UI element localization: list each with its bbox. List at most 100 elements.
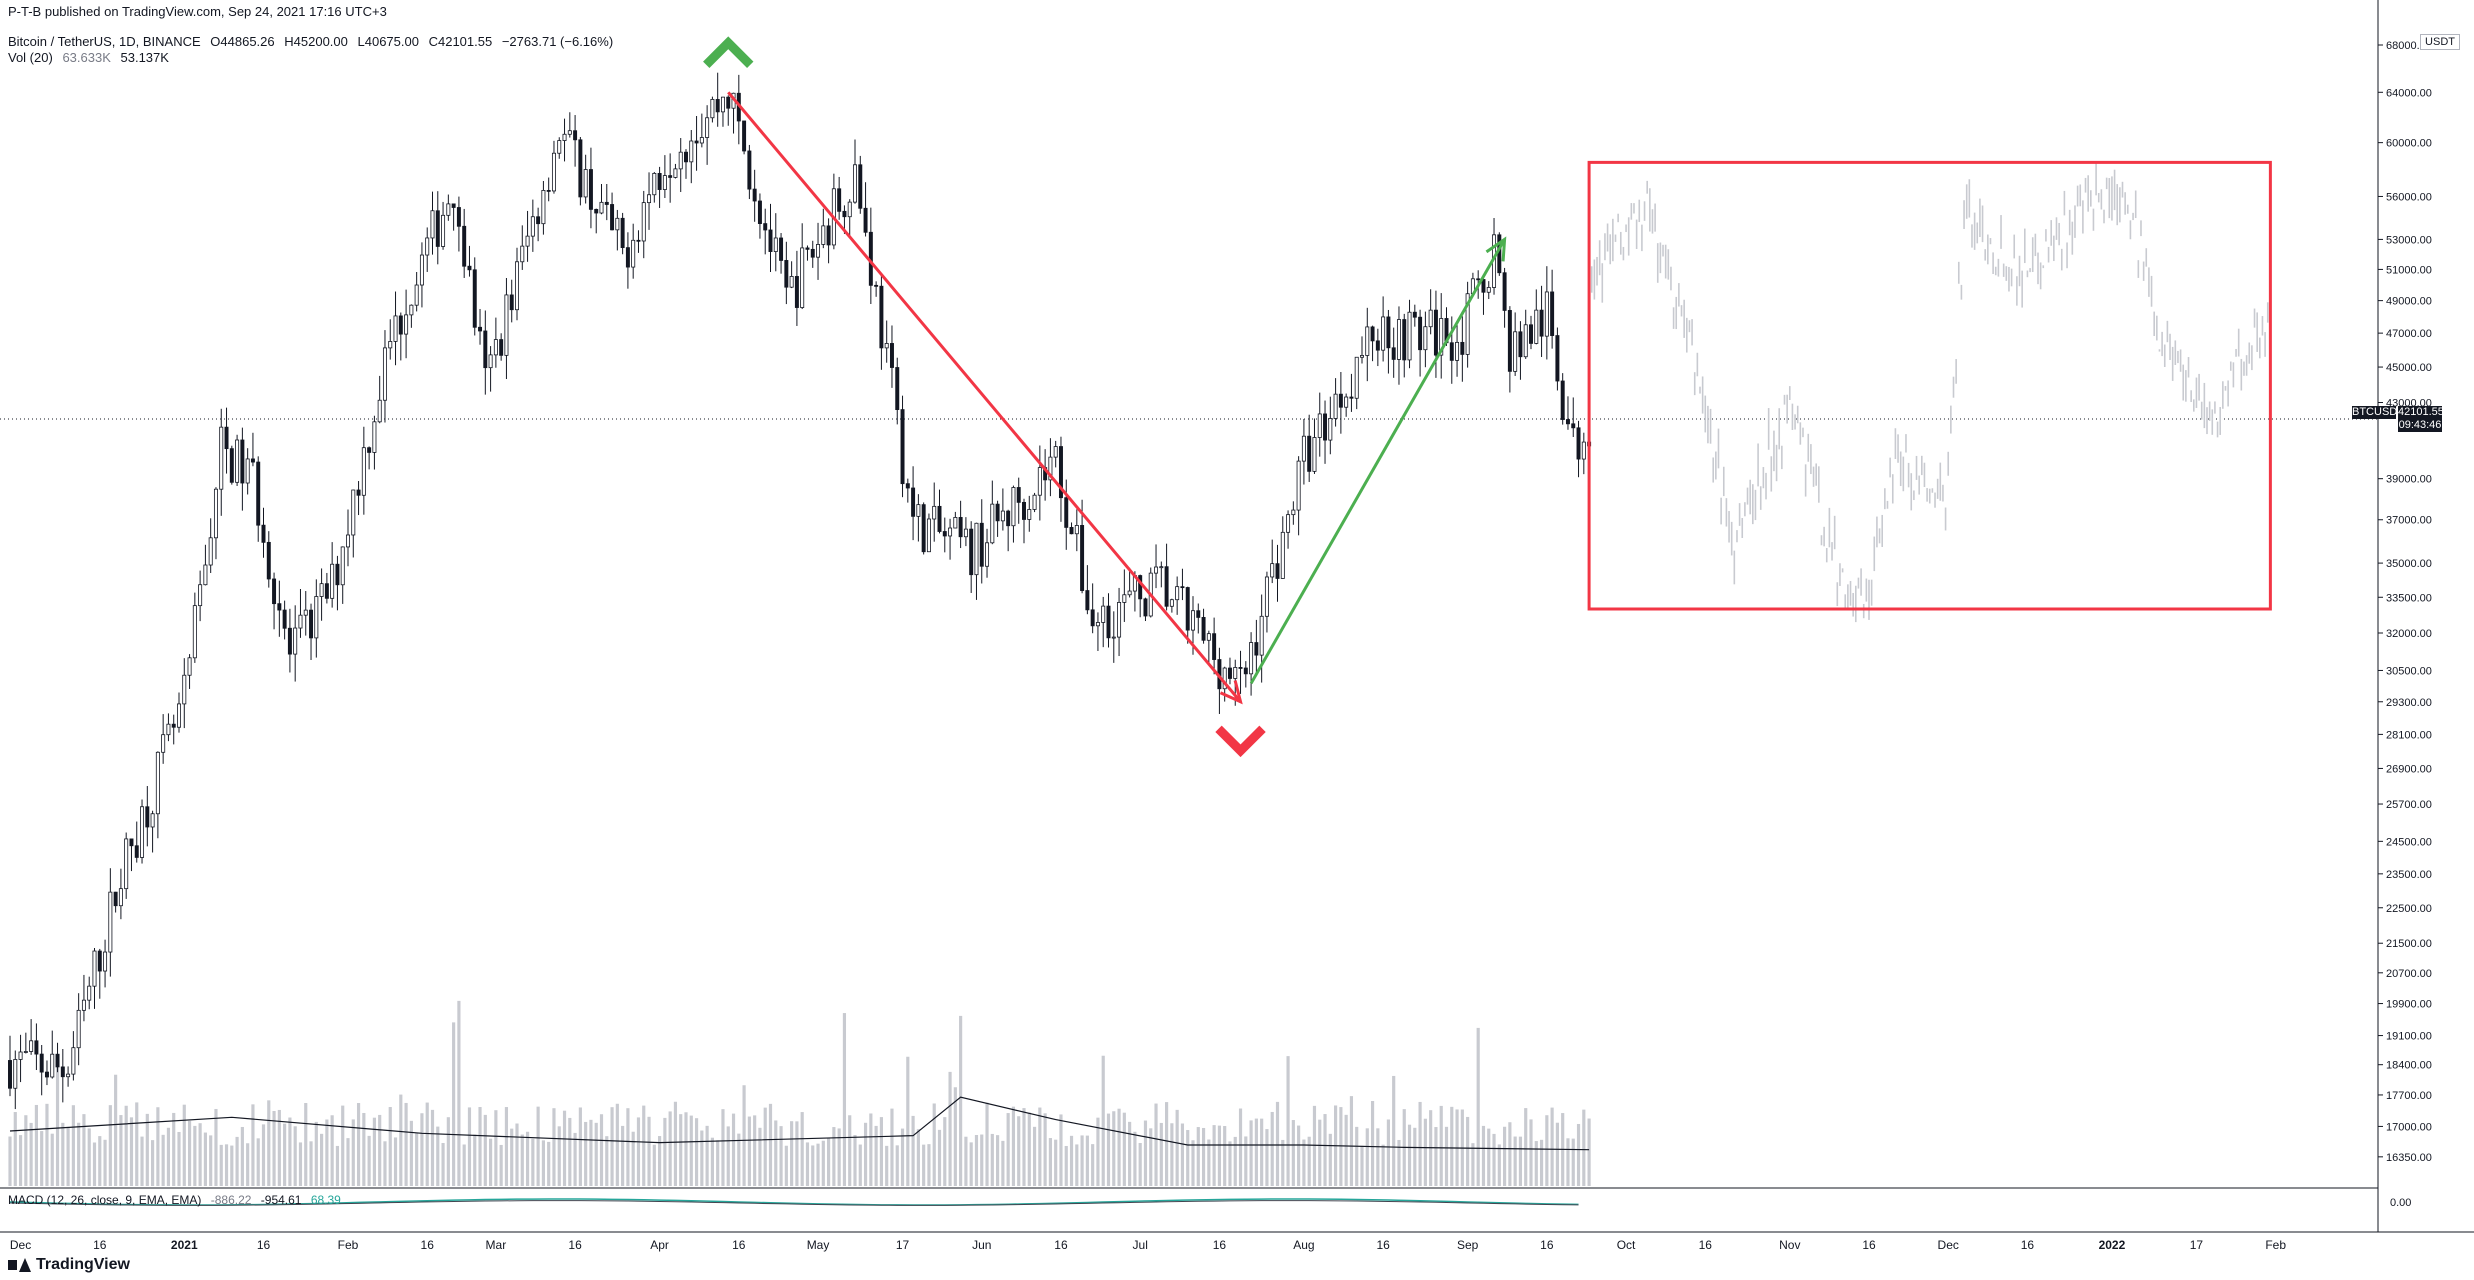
- volume-bar: [853, 1135, 857, 1186]
- volume-bar: [895, 1145, 899, 1186]
- signal-line: [9, 1200, 1579, 1206]
- publisher-line: P-T-B published on TradingView.com, Sep …: [8, 4, 393, 19]
- macd-label[interactable]: MACD (12, 26, close, 9, EMA, EMA): [8, 1193, 202, 1207]
- volume-bar: [1534, 1141, 1538, 1186]
- volume-bar: [393, 1137, 398, 1186]
- volume-bar: [18, 1135, 23, 1186]
- candle-body: [293, 627, 298, 655]
- price-tick-label: 37000.00: [2386, 515, 2432, 527]
- volume-bar: [980, 1134, 984, 1186]
- volume-bar: [409, 1120, 413, 1186]
- candle-body: [726, 96, 731, 109]
- symbol-name[interactable]: Bitcoin / TetherUS, 1D, BINANCE: [8, 34, 201, 49]
- volume-bar: [219, 1144, 223, 1186]
- candle-body: [1381, 316, 1386, 351]
- volume-bar: [1080, 1135, 1084, 1186]
- volume-bar: [1318, 1119, 1322, 1186]
- price-tick-label: 56000.00: [2386, 191, 2432, 203]
- volume-bar: [805, 1142, 810, 1186]
- volume-bar: [66, 1126, 70, 1186]
- volume-bar: [362, 1112, 366, 1186]
- high-value: H45200.00: [284, 34, 348, 49]
- candle-body: [567, 130, 572, 135]
- candle-body: [699, 137, 704, 144]
- candle-body: [456, 207, 461, 227]
- volume-bar: [1170, 1123, 1174, 1186]
- candle-body: [963, 528, 968, 538]
- volume-bar: [1201, 1127, 1206, 1186]
- volume-bar: [499, 1144, 503, 1186]
- candle-body: [1164, 566, 1169, 607]
- volume-bar: [98, 1136, 102, 1186]
- projected-price-path: [1588, 163, 2272, 623]
- volume-bar: [541, 1140, 545, 1186]
- price-tick-label: 51000.00: [2386, 264, 2432, 276]
- candle-body: [684, 151, 688, 163]
- volume-bar: [1349, 1096, 1354, 1186]
- volume-bar: [816, 1143, 820, 1186]
- volume-bar: [1212, 1125, 1216, 1186]
- volume-bar: [1545, 1115, 1549, 1186]
- candle-body: [187, 657, 192, 676]
- volume-bar: [626, 1108, 630, 1186]
- tradingview-watermark[interactable]: TradingView: [8, 1256, 130, 1274]
- volume-bar: [314, 1121, 318, 1186]
- candle-body: [483, 330, 488, 369]
- price-tick-label: 28100.00: [2386, 729, 2432, 741]
- volume-bar: [1186, 1130, 1190, 1186]
- candle-body: [742, 120, 747, 152]
- candle-body: [879, 285, 884, 349]
- volume-bar: [679, 1114, 683, 1186]
- candle-body: [34, 1040, 39, 1055]
- candle-body: [673, 168, 678, 178]
- candle-body: [1196, 610, 1201, 618]
- candle-body: [551, 152, 556, 192]
- volume-bar: [1529, 1119, 1533, 1186]
- volume-bar: [1054, 1139, 1058, 1186]
- drawing-annotations[interactable]: [703, 36, 2272, 758]
- candle-body: [171, 723, 176, 728]
- price-tick-label: 17000.00: [2386, 1121, 2432, 1133]
- volume-bar: [367, 1135, 371, 1186]
- volume-bar: [108, 1105, 112, 1186]
- volume-bar: [119, 1115, 123, 1186]
- change-value: −2763.71 (−6.16%): [501, 34, 614, 49]
- volume-bar: [610, 1107, 614, 1186]
- time-tick-label: 16: [1054, 1238, 1068, 1252]
- volume-bar: [1539, 1139, 1544, 1186]
- volume-bar: [1165, 1102, 1169, 1186]
- axes: 68000.0064000.0060000.0056000.0053000.00…: [10, 40, 2432, 1252]
- candle-body: [493, 339, 498, 356]
- candle-body: [1016, 487, 1021, 503]
- volume-bar: [520, 1134, 524, 1186]
- volume-bar: [689, 1115, 693, 1186]
- volume-bar: [874, 1125, 878, 1186]
- candle-body: [1000, 510, 1005, 522]
- volume-bar: [642, 1105, 646, 1186]
- volume-bar: [135, 1102, 139, 1186]
- volume-bar: [1286, 1056, 1290, 1186]
- price-tick-label: 24500.00: [2386, 836, 2432, 848]
- volume-bar: [1265, 1129, 1269, 1186]
- candle-body: [757, 200, 762, 224]
- volume-bar: [272, 1111, 276, 1186]
- volume-bar: [388, 1107, 392, 1186]
- candle-body: [451, 203, 456, 208]
- candle-body: [39, 1053, 44, 1073]
- volume-bar: [594, 1122, 598, 1186]
- volume-bar: [1064, 1145, 1068, 1186]
- volume-bar: [1122, 1112, 1126, 1186]
- candle-body: [1328, 418, 1333, 441]
- candle-body: [1259, 615, 1264, 656]
- volume-bar: [1582, 1109, 1586, 1186]
- candle-body: [1407, 311, 1412, 361]
- candle-body: [335, 563, 340, 586]
- volume-bar: [1497, 1144, 1501, 1186]
- volume-bar: [1508, 1122, 1512, 1186]
- candle-body: [155, 751, 160, 815]
- volume-label[interactable]: Vol (20): [8, 50, 53, 65]
- currency-button[interactable]: USDT: [2420, 34, 2460, 50]
- candle-body: [145, 806, 150, 828]
- volume-bar: [584, 1121, 588, 1186]
